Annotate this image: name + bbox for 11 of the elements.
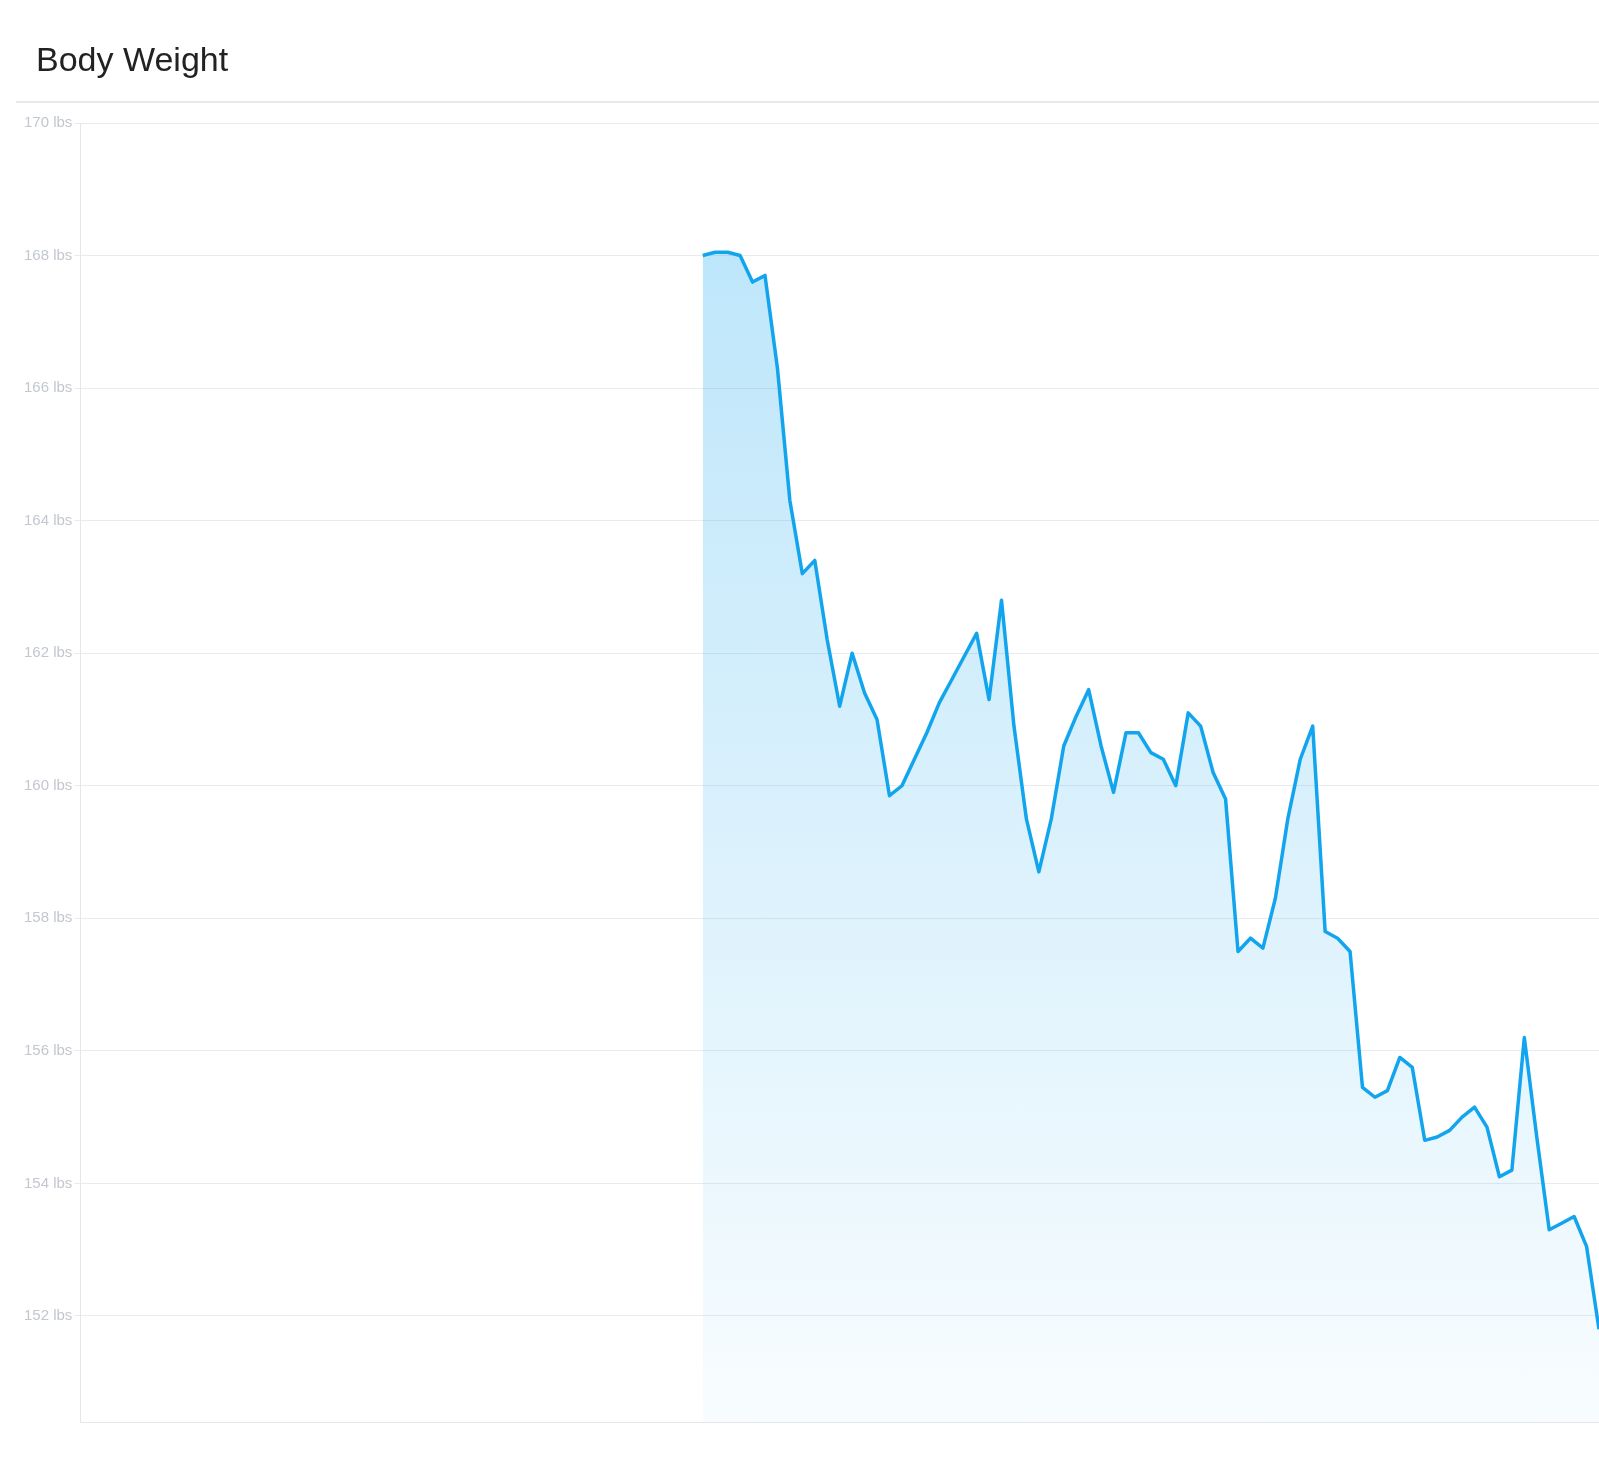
chart-title: Body Weight [16, 8, 1599, 103]
y-tick-label: 152 lbs [23, 1306, 73, 1324]
y-tick-label: 156 lbs [23, 1041, 73, 1058]
y-tick-label: 160 lbs [23, 775, 73, 793]
y-tick-label: 168 lbs [23, 245, 73, 263]
y-tick-label: 164 lbs [23, 510, 73, 528]
y-tick-label: 170 lbs [23, 113, 73, 131]
y-tick-label: 158 lbs [23, 908, 73, 926]
y-tick-label: 162 lbs [23, 643, 73, 661]
y-tick-label: 166 lbs [23, 378, 73, 396]
y-tick-label: 154 lbs [23, 1173, 73, 1191]
